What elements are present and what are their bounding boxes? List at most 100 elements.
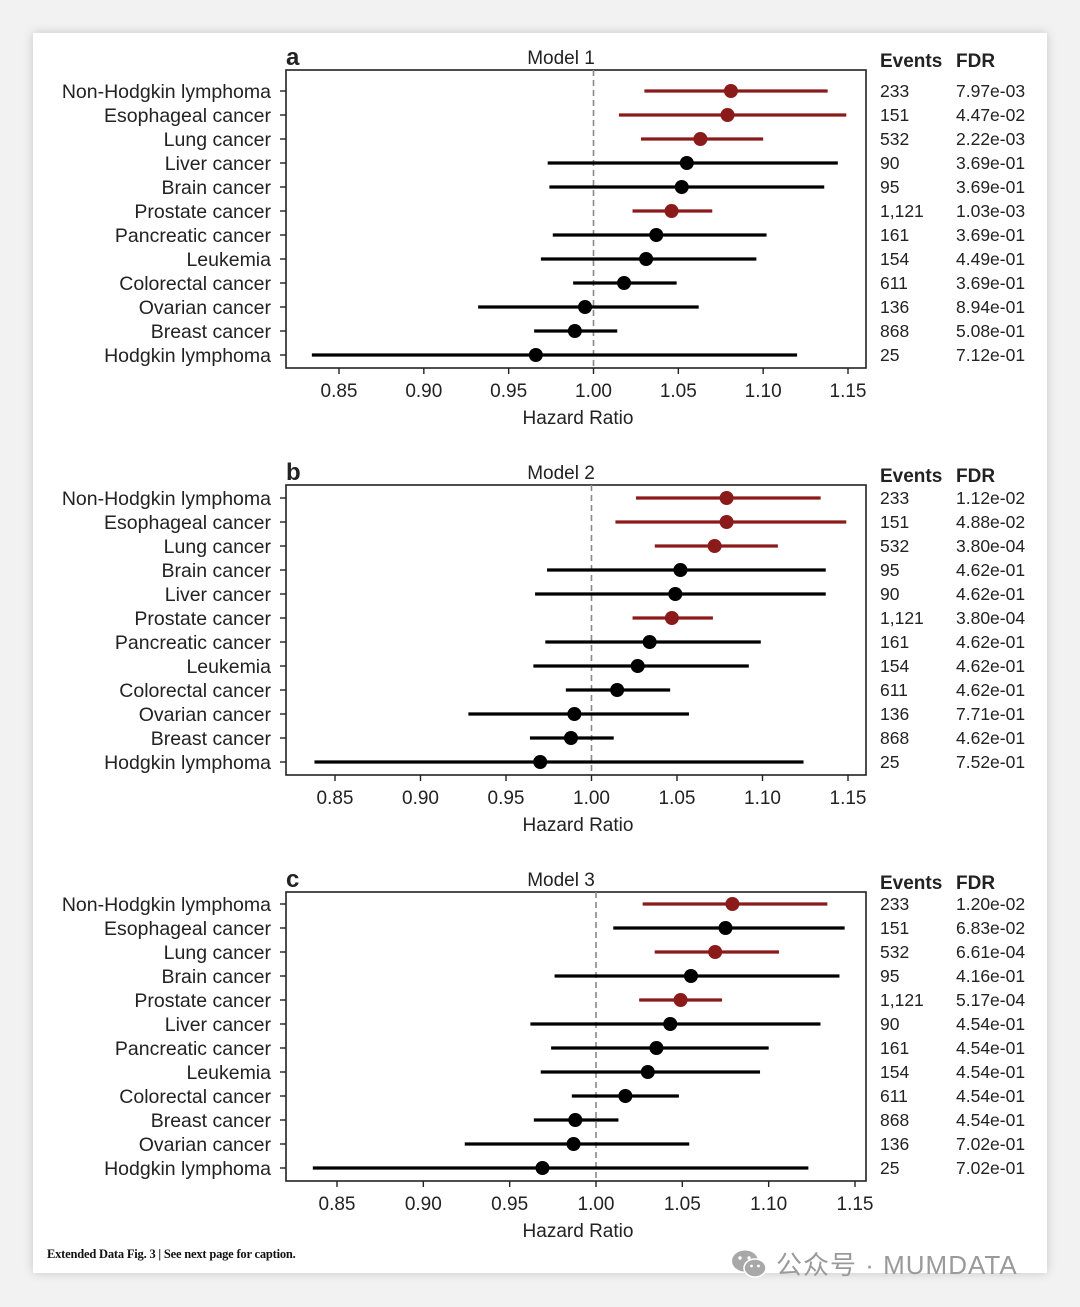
hr-point xyxy=(708,945,723,959)
fdr-value: 3.69e-01 xyxy=(956,177,1025,197)
events-value: 161 xyxy=(880,225,909,245)
hr-point xyxy=(535,1161,550,1175)
hr-point xyxy=(725,897,740,911)
events-value: 25 xyxy=(880,1158,899,1178)
row-label: Leukemia xyxy=(186,249,271,271)
x-tick-label: 1.05 xyxy=(664,1194,701,1215)
events-value: 95 xyxy=(880,560,899,580)
hr-point xyxy=(693,132,708,146)
hr-point xyxy=(719,491,734,505)
hr-point xyxy=(533,755,548,769)
row-label: Prostate cancer xyxy=(134,990,271,1012)
row-label: Colorectal cancer xyxy=(119,1086,271,1108)
x-tick-label: 0.95 xyxy=(491,1194,528,1215)
hr-point xyxy=(567,707,582,721)
x-tick-label: 1.10 xyxy=(744,788,781,809)
hr-point xyxy=(673,993,688,1007)
panel-letter: b xyxy=(286,459,301,486)
x-axis-label: Hazard Ratio xyxy=(523,1221,634,1242)
fdr-value: 8.94e-01 xyxy=(956,297,1025,317)
row-label: Leukemia xyxy=(186,1062,271,1084)
hr-point xyxy=(528,348,543,362)
fdr-value: 6.61e-04 xyxy=(956,942,1025,962)
row-label: Colorectal cancer xyxy=(119,273,271,295)
x-tick-label: 1.10 xyxy=(750,1194,787,1215)
row-label: Lung cancer xyxy=(164,942,272,964)
events-value: 868 xyxy=(880,321,909,341)
fdr-value: 4.54e-01 xyxy=(956,1110,1025,1130)
row-label: Pancreatic cancer xyxy=(115,1038,272,1060)
x-axis-label: Hazard Ratio xyxy=(523,815,634,836)
x-tick-label: 1.15 xyxy=(830,381,867,402)
x-tick-label: 1.00 xyxy=(578,1194,615,1215)
hr-point xyxy=(668,587,683,601)
plot-frame xyxy=(285,891,867,1182)
x-tick-label: 1.15 xyxy=(830,788,867,809)
row-label: Breast cancer xyxy=(151,321,272,343)
panel-title: Model 2 xyxy=(527,463,595,484)
x-tick-label: 1.00 xyxy=(575,381,612,402)
events-value: 136 xyxy=(880,1134,909,1154)
fdr-value: 6.83e-02 xyxy=(956,918,1025,938)
hr-point xyxy=(610,683,625,697)
events-value: 151 xyxy=(880,918,909,938)
events-value: 151 xyxy=(880,512,909,532)
fdr-value: 1.03e-03 xyxy=(956,201,1025,221)
row-label: Lung cancer xyxy=(164,536,272,558)
events-value: 532 xyxy=(880,942,909,962)
row-label: Liver cancer xyxy=(165,1014,272,1036)
hr-point xyxy=(683,969,698,983)
events-value: 154 xyxy=(880,1062,909,1082)
x-tick-label: 0.95 xyxy=(488,788,525,809)
x-axis-label: Hazard Ratio xyxy=(523,408,634,429)
fdr-header: FDR xyxy=(956,873,995,894)
hr-point xyxy=(649,1041,664,1055)
hr-point xyxy=(663,1017,678,1031)
events-value: 611 xyxy=(880,680,908,700)
panel-title: Model 1 xyxy=(527,48,595,69)
fdr-value: 7.02e-01 xyxy=(956,1158,1025,1178)
row-label: Non-Hodgkin lymphoma xyxy=(62,81,271,103)
x-tick-label: 1.05 xyxy=(660,381,697,402)
fdr-header: FDR xyxy=(956,466,995,487)
hr-point xyxy=(664,204,679,218)
hr-point xyxy=(566,1137,581,1151)
hr-point xyxy=(679,156,694,170)
fdr-value: 4.54e-01 xyxy=(956,1038,1025,1058)
row-label: Lung cancer xyxy=(164,129,272,151)
events-value: 25 xyxy=(880,752,899,772)
fdr-value: 4.88e-02 xyxy=(956,512,1025,532)
panel-letter: c xyxy=(286,866,299,893)
row-label: Esophageal cancer xyxy=(104,918,271,940)
events-value: 136 xyxy=(880,297,909,317)
fdr-value: 4.62e-01 xyxy=(956,584,1025,604)
x-tick-label: 1.05 xyxy=(659,788,696,809)
hr-point xyxy=(630,659,645,673)
wechat-icon xyxy=(732,1250,767,1278)
row-label: Brain cancer xyxy=(162,177,272,199)
fdr-value: 7.97e-03 xyxy=(956,81,1025,101)
fdr-value: 4.62e-01 xyxy=(956,680,1025,700)
events-value: 233 xyxy=(880,488,909,508)
row-label: Breast cancer xyxy=(151,728,272,750)
panel-a: a Model 1 Events FDR 0.85 0.90 0.95 1.00 1.05 1.1… xyxy=(62,44,1025,429)
fdr-value: 1.20e-02 xyxy=(956,894,1025,914)
fdr-value: 4.54e-01 xyxy=(956,1062,1025,1082)
x-tick-label: 1.00 xyxy=(573,788,610,809)
fdr-value: 3.80e-04 xyxy=(956,536,1025,556)
row-label: Breast cancer xyxy=(151,1110,272,1132)
hr-point xyxy=(563,731,578,745)
fdr-value: 3.69e-01 xyxy=(956,225,1025,245)
events-value: 154 xyxy=(880,656,909,676)
watermark: 公众号 · MUMDATA xyxy=(730,1245,1018,1282)
x-tick-label: 0.85 xyxy=(317,788,354,809)
events-value: 868 xyxy=(880,728,909,748)
events-value: 868 xyxy=(880,1110,909,1130)
x-tick-label: 0.90 xyxy=(405,1194,442,1215)
row-label: Hodgkin lymphoma xyxy=(104,1158,271,1180)
fdr-value: 7.12e-01 xyxy=(956,345,1025,365)
fdr-value: 1.12e-02 xyxy=(956,488,1025,508)
plot-frame xyxy=(285,69,867,369)
row-label: Non-Hodgkin lymphoma xyxy=(62,894,271,916)
